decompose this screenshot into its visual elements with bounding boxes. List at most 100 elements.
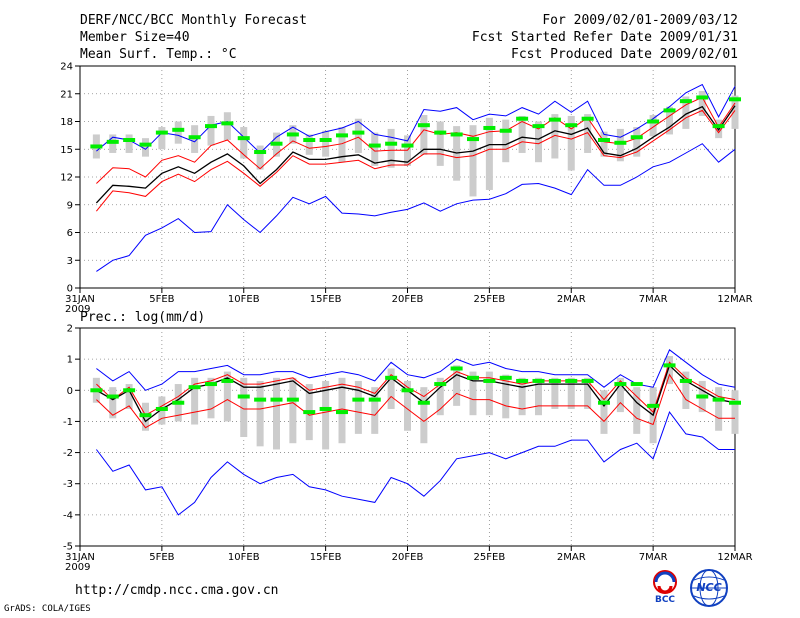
ensemble-box bbox=[420, 387, 428, 444]
median-marker bbox=[729, 97, 741, 102]
x-tick-label: 12MAR bbox=[717, 552, 752, 563]
median-marker bbox=[155, 406, 168, 411]
ensemble-box bbox=[698, 90, 706, 116]
x-tick-label: 5FEB bbox=[149, 552, 174, 563]
ensemble-box bbox=[109, 387, 117, 419]
median-marker bbox=[270, 141, 283, 146]
median-marker bbox=[90, 144, 103, 149]
median-marker bbox=[303, 410, 316, 415]
chart-title: DERF/NCC/BCC Monthly Forecast bbox=[80, 13, 307, 28]
ensemble-box bbox=[453, 365, 461, 406]
ensemble-box bbox=[731, 390, 739, 434]
precip-label: Prec.: log(mm/d) bbox=[80, 310, 206, 325]
ensemble-box bbox=[567, 115, 575, 171]
median-marker bbox=[532, 378, 545, 383]
ensemble-box bbox=[174, 121, 182, 144]
median-marker bbox=[123, 388, 136, 393]
median-marker bbox=[663, 108, 676, 113]
x-tick-label: 25FEB bbox=[474, 552, 506, 563]
ensemble-box bbox=[518, 115, 526, 153]
ensemble-box bbox=[567, 377, 575, 409]
median-marker bbox=[336, 133, 348, 138]
upper-quartile-line bbox=[96, 361, 736, 416]
ensemble-box bbox=[387, 368, 395, 409]
ncc-globe-icon bbox=[690, 569, 728, 607]
ensemble-box bbox=[387, 128, 395, 168]
x-tick-label: 5FEB bbox=[149, 294, 174, 305]
x-tick-label: 31JAN bbox=[65, 294, 95, 305]
variable-label: Mean Surf. Temp.: °C bbox=[80, 47, 237, 62]
median-marker bbox=[221, 121, 234, 126]
median-marker bbox=[663, 363, 676, 368]
median-marker bbox=[237, 394, 250, 399]
x-tick-label: 10FEB bbox=[228, 294, 260, 305]
ensemble-box bbox=[158, 127, 166, 150]
median-marker bbox=[90, 388, 103, 393]
median-marker bbox=[139, 142, 152, 147]
median-marker bbox=[352, 130, 365, 135]
ensemble-box bbox=[420, 115, 428, 155]
ensemble-box bbox=[600, 390, 608, 434]
ensemble-box bbox=[223, 112, 231, 140]
y-tick-label: 1 bbox=[67, 355, 73, 366]
median-marker bbox=[548, 117, 561, 122]
ensemble-box bbox=[436, 377, 444, 416]
y-tick-label: -4 bbox=[63, 510, 73, 521]
temperature-chart: 0 3 6 9 12 15 18 21 24 31JAN 5FEB 10FEB 15FEB 20FEB 25… bbox=[60, 62, 752, 316]
ensemble-box bbox=[223, 371, 231, 422]
precipitation-chart: -5 -4 -3 -2 -1 0 1 2 31JAN 5FEB 10FEB 15FEB 20FEB 25F… bbox=[63, 324, 753, 574]
ensemble-box bbox=[469, 371, 477, 416]
ensemble-box bbox=[207, 377, 215, 419]
ensemble-box bbox=[682, 371, 690, 409]
grads-credit: GrADS: COLA/IGES bbox=[4, 604, 91, 614]
max-line bbox=[96, 83, 736, 154]
x-tick-label: 2MAR bbox=[557, 294, 586, 305]
y-tick-label: 2 bbox=[67, 324, 73, 335]
median-marker bbox=[450, 132, 463, 137]
y-tick-label: 0 bbox=[67, 386, 73, 397]
median-marker bbox=[565, 378, 578, 383]
median-marker bbox=[417, 123, 430, 128]
bcc-emblem-icon bbox=[653, 570, 677, 594]
median-marker bbox=[516, 116, 529, 121]
median-marker bbox=[499, 128, 512, 133]
median-marker bbox=[417, 400, 430, 405]
x-tick-label: 15FEB bbox=[310, 552, 342, 563]
ensemble-box bbox=[142, 138, 149, 157]
max-line bbox=[96, 349, 736, 391]
min-line bbox=[96, 411, 735, 516]
median-marker bbox=[647, 403, 660, 408]
lower-quartile-line bbox=[96, 109, 736, 212]
ensemble-box bbox=[338, 127, 346, 163]
website-url[interactable]: http://cmdp.ncc.cma.gov.cn bbox=[75, 583, 279, 598]
median-marker bbox=[434, 382, 447, 387]
x-year-label: 2009 bbox=[65, 562, 90, 573]
median-marker bbox=[155, 130, 168, 135]
median-marker bbox=[630, 382, 643, 387]
median-marker bbox=[401, 388, 414, 393]
ensemble-box bbox=[240, 377, 248, 437]
ensemble-box bbox=[551, 377, 559, 409]
median-marker bbox=[172, 400, 185, 405]
ensemble-box bbox=[354, 380, 362, 434]
ensemble-box bbox=[125, 384, 133, 409]
y-tick-label: 12 bbox=[60, 173, 73, 184]
ensemble-box bbox=[616, 128, 624, 162]
median-marker bbox=[254, 397, 267, 402]
ensemble-box bbox=[436, 121, 444, 166]
median-marker bbox=[483, 378, 496, 383]
y-tick-label: -2 bbox=[63, 448, 73, 459]
upper-quartile-line bbox=[96, 96, 736, 184]
y-tick-label: 21 bbox=[60, 89, 73, 100]
median-marker bbox=[172, 127, 185, 132]
median-marker bbox=[565, 123, 578, 128]
median-marker bbox=[139, 413, 152, 418]
median-marker bbox=[368, 397, 381, 402]
median-marker bbox=[532, 124, 545, 129]
median-marker bbox=[434, 130, 447, 135]
y-tick-label: 24 bbox=[60, 62, 73, 73]
ensemble-box bbox=[616, 377, 624, 413]
ensemble-box bbox=[207, 115, 215, 146]
median-marker bbox=[729, 400, 741, 405]
